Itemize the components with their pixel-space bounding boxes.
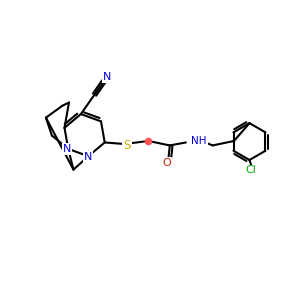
Text: O: O xyxy=(163,158,171,168)
Text: S: S xyxy=(123,139,131,152)
Text: N: N xyxy=(62,144,71,154)
Text: N: N xyxy=(103,72,111,82)
Text: NH: NH xyxy=(191,136,207,146)
Text: N: N xyxy=(84,152,92,162)
Text: Cl: Cl xyxy=(245,165,256,176)
